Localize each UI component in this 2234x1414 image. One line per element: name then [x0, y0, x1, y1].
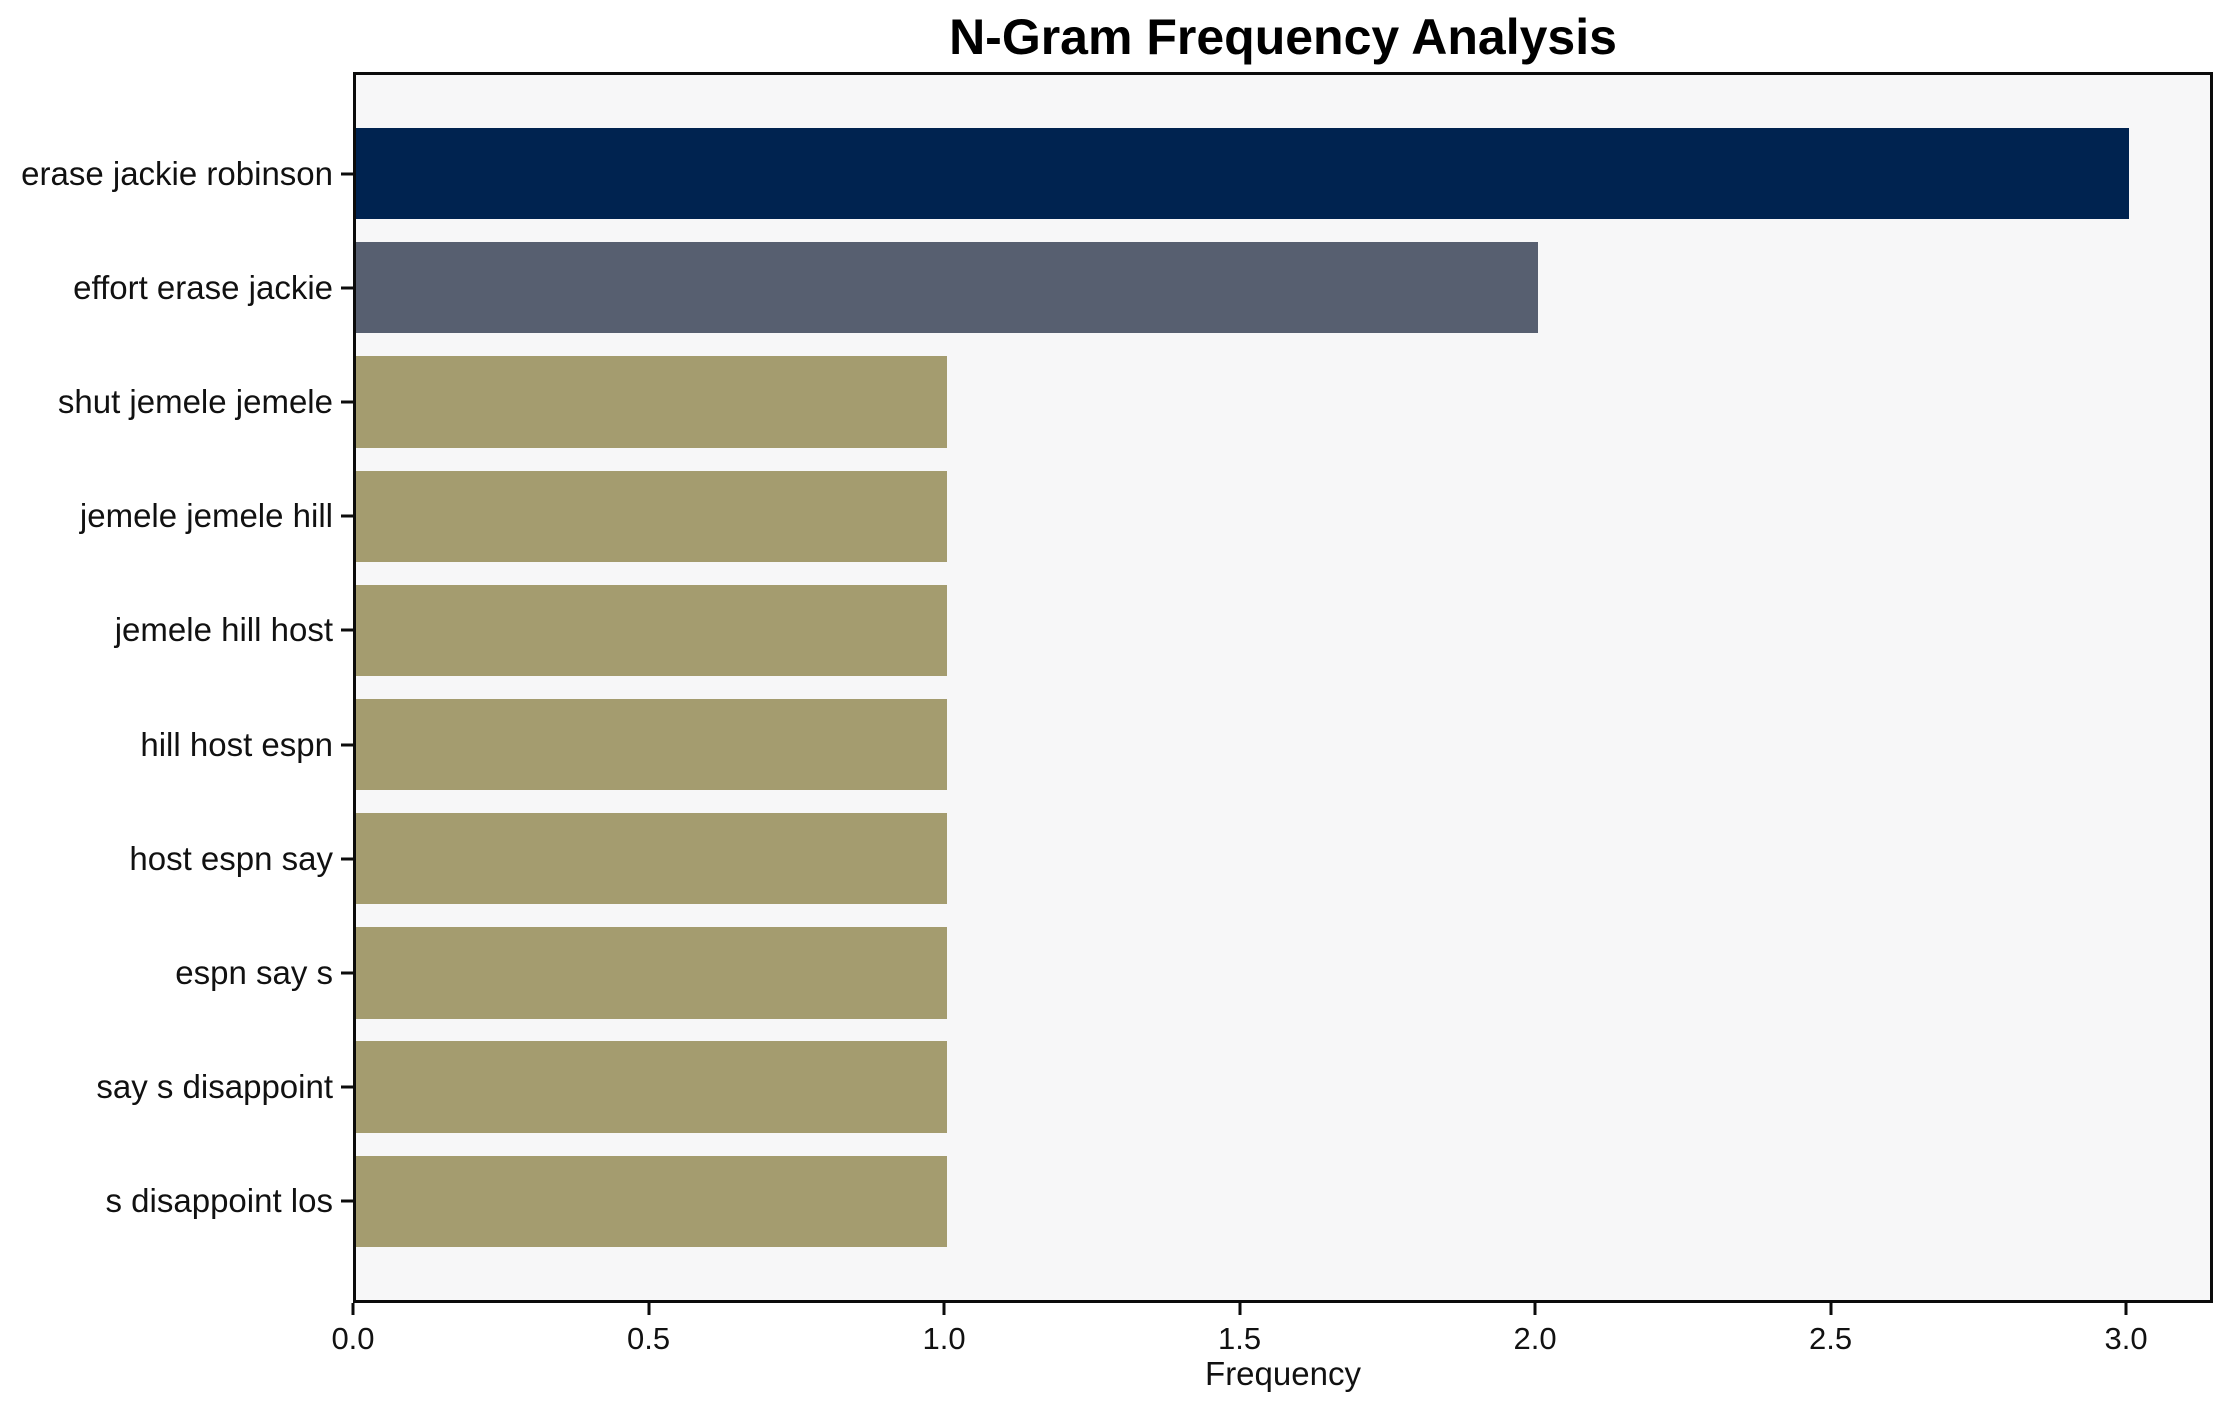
bar [356, 698, 948, 791]
x-tick-mark [351, 1303, 355, 1315]
plot-area [353, 72, 2213, 1303]
y-tick-mark [341, 286, 353, 290]
bar [356, 1041, 948, 1133]
x-tick-mark [2124, 1303, 2128, 1315]
y-tick-mark [341, 857, 353, 861]
bar [356, 470, 948, 562]
x-tick-label: 0.5 [626, 1321, 671, 1356]
y-tick-mark [341, 1085, 353, 1089]
bar [356, 242, 1539, 334]
y-tick-label: effort erase jackie [73, 268, 333, 306]
chart-title: N-Gram Frequency Analysis [949, 9, 1617, 65]
bar [356, 927, 948, 1019]
x-tick-label: 3.0 [2104, 1321, 2148, 1356]
y-tick-mark [341, 1199, 353, 1203]
y-tick-mark [341, 628, 353, 632]
y-tick-label: s disappoint los [105, 1182, 333, 1220]
y-tick-mark [341, 514, 353, 518]
y-tick-mark [341, 400, 353, 404]
y-tick-label: say s disappoint [96, 1068, 333, 1106]
bar [356, 127, 2130, 220]
y-tick-label: erase jackie robinson [21, 154, 333, 192]
x-tick-label: 1.0 [922, 1321, 966, 1356]
x-axis-title: Frequency [1205, 1355, 1361, 1392]
x-tick-mark [1829, 1303, 1833, 1315]
x-tick-mark [1533, 1303, 1537, 1315]
bar [356, 813, 948, 905]
x-tick-mark [647, 1303, 651, 1315]
x-tick-label: 0.0 [331, 1321, 375, 1356]
y-tick-mark [341, 743, 353, 747]
y-tick-label: hill host espn [140, 725, 333, 763]
x-tick-label: 2.5 [1809, 1321, 1853, 1356]
y-tick-label: shut jemele jemele [57, 383, 333, 421]
y-tick-mark [341, 172, 353, 176]
y-tick-label: jemele jemele hill [79, 497, 333, 535]
bar [356, 584, 948, 677]
y-tick-mark [341, 971, 353, 975]
bar [356, 356, 948, 448]
x-tick-label: 1.5 [1217, 1321, 1262, 1356]
x-tick-mark [942, 1303, 946, 1315]
x-tick-mark [1238, 1303, 1242, 1315]
x-tick-label: 2.0 [1513, 1321, 1557, 1356]
y-tick-label: espn say s [175, 953, 333, 991]
bar [356, 1155, 948, 1248]
y-tick-label: host espn say [129, 839, 333, 877]
y-tick-label: jemele hill host [114, 611, 333, 649]
